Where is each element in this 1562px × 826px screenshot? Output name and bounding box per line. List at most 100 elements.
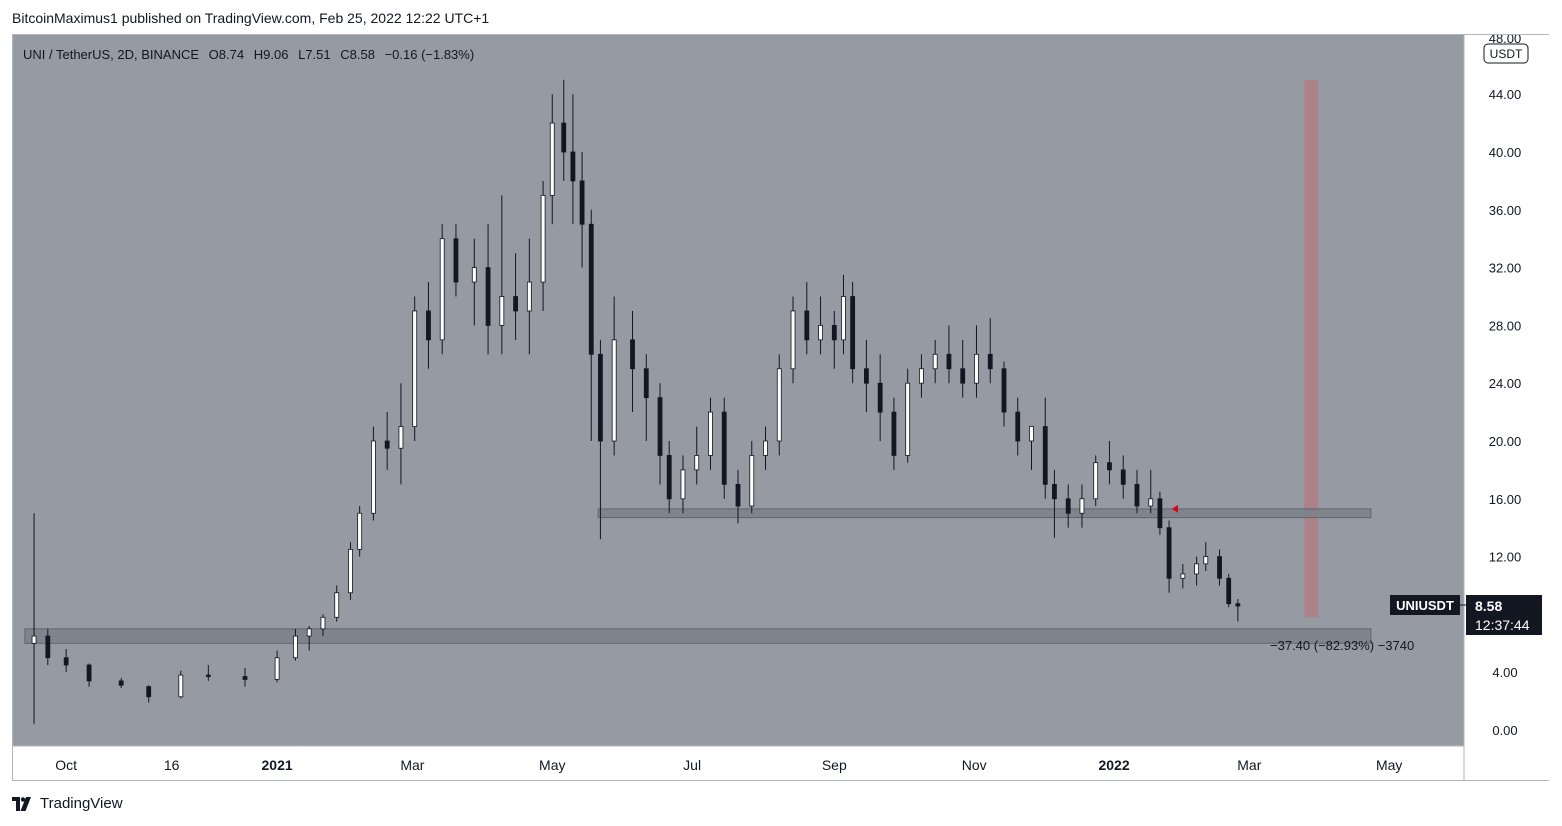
- legend-close-label: C: [340, 47, 349, 62]
- candle-62: [974, 325, 979, 398]
- candle-24: [485, 224, 491, 355]
- candle-56: [891, 397, 897, 470]
- legend-high-value: 9.06: [263, 47, 288, 62]
- candle-body: [1093, 462, 1099, 500]
- candle-80: [1203, 542, 1209, 572]
- candle-49: [804, 282, 810, 355]
- candle-0: [31, 513, 37, 725]
- candle-76: [1157, 491, 1163, 535]
- tradingview-logo[interactable]: TradingView: [12, 795, 123, 812]
- candle-63: [987, 318, 993, 384]
- resistance-zone: [597, 508, 1372, 519]
- price-tick-36-00: 36.00: [1489, 203, 1522, 218]
- candle-6: [178, 670, 184, 699]
- candle-body: [643, 368, 649, 399]
- candle-body: [946, 353, 952, 370]
- candle-body: [1029, 426, 1034, 442]
- candle-46: [763, 426, 768, 470]
- price-chart[interactable]: 0.004.008.0012.0016.0020.0024.0028.0032.…: [13, 35, 1549, 780]
- candle-48: [790, 296, 796, 384]
- legend-low-label: L: [298, 47, 305, 62]
- legend-close-value: 8.58: [350, 47, 375, 62]
- candle-body: [987, 353, 993, 370]
- candle-52: [841, 274, 846, 355]
- candle-45: [749, 441, 755, 514]
- candle-body: [588, 223, 594, 355]
- candle-34: [598, 339, 603, 540]
- candle-body: [549, 122, 555, 196]
- candle-10: [293, 628, 298, 661]
- price-tick-0-00: 0.00: [1492, 723, 1517, 738]
- candle-body: [611, 339, 617, 442]
- candle-61: [960, 339, 966, 398]
- candle-body: [1079, 498, 1085, 514]
- candle-body: [960, 368, 966, 384]
- candle-42: [708, 397, 713, 470]
- plot-background: [13, 35, 1464, 746]
- time-tick-9: Mar: [1237, 757, 1261, 773]
- candle-body: [384, 440, 390, 449]
- time-tick-5: Jul: [683, 757, 701, 773]
- time-tick-10: May: [1376, 757, 1402, 773]
- candle-body: [666, 455, 672, 500]
- candle-64: [1001, 361, 1007, 427]
- candle-75: [1148, 469, 1154, 514]
- candle-body: [694, 455, 700, 471]
- candle-51: [831, 310, 837, 369]
- time-tick-1: 16: [164, 757, 180, 773]
- candle-body: [776, 368, 782, 442]
- candle-body: [1217, 556, 1222, 579]
- candle-17: [384, 412, 390, 470]
- candle-43: [721, 397, 727, 499]
- candle-47: [776, 354, 782, 456]
- candle-44: [735, 469, 741, 524]
- candle-54: [864, 339, 869, 413]
- symbol-price-badge: UNIUSDT: [1390, 595, 1460, 615]
- measure-label: −37.40 (−82.93%) −3740: [1270, 638, 1414, 653]
- time-axis[interactable]: Oct 16 2021 Mar May Jul Sep Nov 2022 Mar May: [55, 757, 1402, 773]
- price-tick-40-00: 40.00: [1489, 145, 1522, 160]
- currency-badge[interactable]: USDT: [1483, 43, 1529, 64]
- candle-body: [831, 324, 837, 341]
- candle-2: [63, 649, 69, 673]
- candle-40: [680, 455, 686, 514]
- legend-high-label: H: [254, 47, 263, 62]
- candle-body: [306, 628, 312, 637]
- candle-28: [540, 180, 546, 311]
- candle-73: [1120, 455, 1126, 499]
- resistance-arrow: [1171, 504, 1178, 513]
- candle-59: [932, 339, 938, 384]
- candle-50: [818, 296, 823, 355]
- candle-body: [485, 267, 491, 326]
- candle-body: [357, 512, 363, 550]
- price-axis[interactable]: 0.004.008.0012.0016.0020.0024.0028.0032.…: [1489, 87, 1522, 738]
- candle-5: [146, 685, 152, 703]
- candle-22: [453, 224, 459, 297]
- candle-58: [919, 354, 924, 398]
- candle-body: [178, 674, 184, 698]
- candle-body: [1001, 368, 1007, 413]
- price-tick-28-00: 28.00: [1489, 318, 1522, 333]
- candle-67: [1042, 397, 1048, 499]
- candle-37: [643, 354, 649, 441]
- price-tick-top-partial: 48.00: [1489, 35, 1522, 46]
- candle-body: [1166, 527, 1172, 579]
- price-axis-background: [1464, 35, 1549, 780]
- candle-body: [320, 616, 326, 630]
- time-tick-2: 2021: [262, 757, 293, 773]
- badge-price: 8.58: [1475, 598, 1502, 614]
- candle-body: [293, 635, 298, 659]
- candle-body: [579, 180, 585, 225]
- candle-38: [657, 383, 663, 485]
- candle-body: [974, 353, 979, 384]
- candle-7: [205, 664, 211, 681]
- candle-body: [598, 353, 603, 442]
- legend-low-value: 7.51: [305, 47, 330, 62]
- candle-body: [657, 397, 663, 456]
- candle-body: [1042, 426, 1048, 485]
- candle-body: [1065, 498, 1071, 514]
- last-price-badge: 8.58 12:37:44: [1466, 595, 1542, 635]
- candle-13: [334, 585, 340, 622]
- candle-body: [763, 440, 768, 456]
- candle-body: [932, 353, 938, 370]
